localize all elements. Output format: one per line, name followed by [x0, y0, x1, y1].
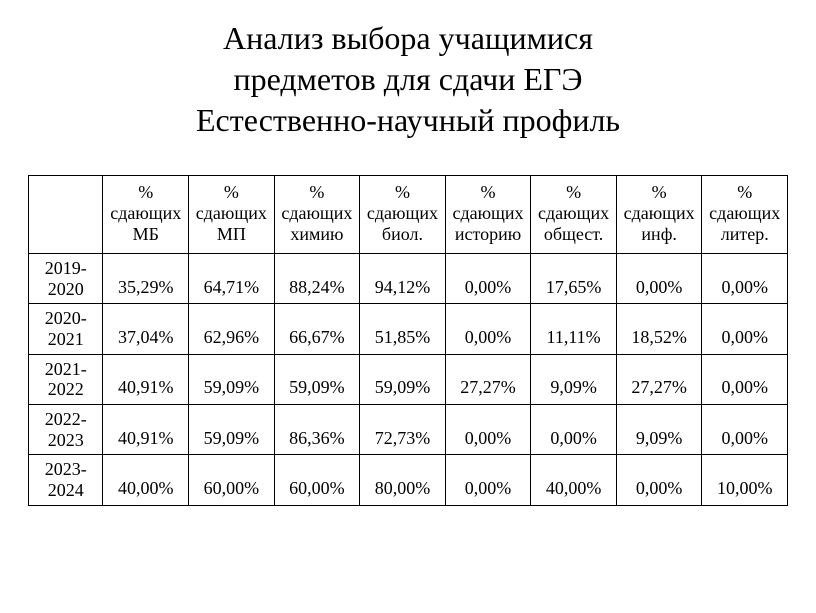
- value-cell: 40,00%: [103, 455, 189, 505]
- value-cell: 27,27%: [445, 354, 531, 404]
- value-cell: 59,09%: [274, 354, 360, 404]
- value-cell: 35,29%: [103, 253, 189, 303]
- value-cell: 0,00%: [445, 455, 531, 505]
- year-cell: 2019-2020: [29, 253, 103, 303]
- value-cell: 59,09%: [189, 404, 275, 454]
- col-header-hist: % сдающих историю: [445, 175, 531, 253]
- value-cell: 64,71%: [189, 253, 275, 303]
- col-header-chem: % сдающих химию: [274, 175, 360, 253]
- value-cell: 0,00%: [445, 404, 531, 454]
- year-cell: 2022-2023: [29, 404, 103, 454]
- table-row: 2023-2024 40,00% 60,00% 60,00% 80,00% 0,…: [29, 455, 788, 505]
- table-header-row: % сдающих МБ % сдающих МП % сдающих хими…: [29, 175, 788, 253]
- value-cell: 40,91%: [103, 354, 189, 404]
- col-header-year: [29, 175, 103, 253]
- title-line-2: предметов для сдачи ЕГЭ: [233, 61, 582, 97]
- table-row: 2019-2020 35,29% 64,71% 88,24% 94,12% 0,…: [29, 253, 788, 303]
- value-cell: 0,00%: [531, 404, 617, 454]
- table-row: 2022-2023 40,91% 59,09% 86,36% 72,73% 0,…: [29, 404, 788, 454]
- value-cell: 0,00%: [702, 253, 788, 303]
- value-cell: 0,00%: [702, 354, 788, 404]
- value-cell: 11,11%: [531, 304, 617, 354]
- value-cell: 10,00%: [702, 455, 788, 505]
- col-header-inf: % сдающих инф.: [616, 175, 702, 253]
- table-row: 2021-2022 40,91% 59,09% 59,09% 59,09% 27…: [29, 354, 788, 404]
- value-cell: 0,00%: [616, 455, 702, 505]
- value-cell: 0,00%: [702, 404, 788, 454]
- page: Анализ выбора учащимися предметов для сд…: [0, 0, 816, 613]
- value-cell: 0,00%: [445, 304, 531, 354]
- data-table: % сдающих МБ % сдающих МП % сдающих хими…: [28, 175, 788, 506]
- value-cell: 66,67%: [274, 304, 360, 354]
- value-cell: 60,00%: [274, 455, 360, 505]
- value-cell: 18,52%: [616, 304, 702, 354]
- value-cell: 60,00%: [189, 455, 275, 505]
- value-cell: 88,24%: [274, 253, 360, 303]
- value-cell: 17,65%: [531, 253, 617, 303]
- col-header-mb: % сдающих МБ: [103, 175, 189, 253]
- table-row: 2020-2021 37,04% 62,96% 66,67% 51,85% 0,…: [29, 304, 788, 354]
- value-cell: 9,09%: [616, 404, 702, 454]
- value-cell: 59,09%: [360, 354, 446, 404]
- value-cell: 27,27%: [616, 354, 702, 404]
- page-title: Анализ выбора учащимися предметов для сд…: [28, 18, 788, 141]
- value-cell: 9,09%: [531, 354, 617, 404]
- title-line-1: Анализ выбора учащимися: [223, 20, 593, 56]
- year-cell: 2023-2024: [29, 455, 103, 505]
- value-cell: 62,96%: [189, 304, 275, 354]
- col-header-soc: % сдающих общест.: [531, 175, 617, 253]
- value-cell: 40,00%: [531, 455, 617, 505]
- year-cell: 2021-2022: [29, 354, 103, 404]
- col-header-biol: % сдающих биол.: [360, 175, 446, 253]
- value-cell: 40,91%: [103, 404, 189, 454]
- year-cell: 2020-2021: [29, 304, 103, 354]
- title-line-3: Естественно-научный профиль: [196, 102, 620, 138]
- value-cell: 0,00%: [445, 253, 531, 303]
- col-header-lit: % сдающих литер.: [702, 175, 788, 253]
- value-cell: 80,00%: [360, 455, 446, 505]
- value-cell: 72,73%: [360, 404, 446, 454]
- value-cell: 0,00%: [616, 253, 702, 303]
- value-cell: 51,85%: [360, 304, 446, 354]
- value-cell: 59,09%: [189, 354, 275, 404]
- value-cell: 37,04%: [103, 304, 189, 354]
- col-header-mp: % сдающих МП: [189, 175, 275, 253]
- value-cell: 94,12%: [360, 253, 446, 303]
- value-cell: 86,36%: [274, 404, 360, 454]
- value-cell: 0,00%: [702, 304, 788, 354]
